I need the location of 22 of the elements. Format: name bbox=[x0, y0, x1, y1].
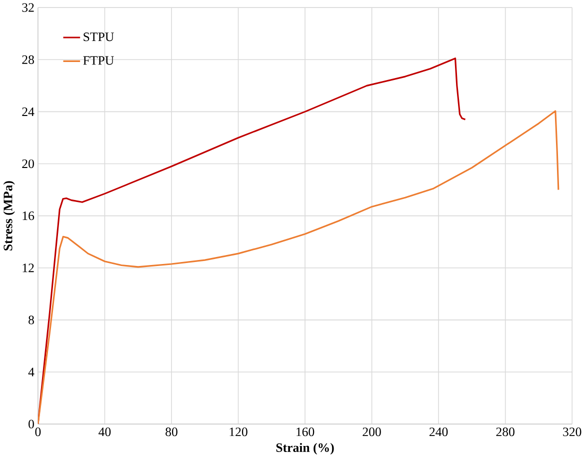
y-tick-label: 24 bbox=[22, 108, 34, 116]
x-tick-label: 200 bbox=[362, 428, 381, 436]
y-tick-label: 28 bbox=[22, 55, 34, 64]
x-tick-label: 320 bbox=[563, 428, 582, 436]
x-tick-label: 120 bbox=[230, 428, 248, 436]
y-axis-title: Stress (MPa) bbox=[3, 181, 15, 250]
y-tick-label: 16 bbox=[22, 212, 34, 220]
x-tick-label: 240 bbox=[430, 428, 448, 436]
y-tick-label: 20 bbox=[22, 160, 34, 168]
x-axis-title: Strain (%) bbox=[276, 443, 334, 455]
x-tick-label: 280 bbox=[496, 428, 514, 436]
y-tick-label: 0 bbox=[28, 420, 34, 428]
y-tick-label: 12 bbox=[22, 264, 34, 272]
y-tick-label: 4 bbox=[28, 368, 34, 376]
y-tick-label: 8 bbox=[28, 316, 34, 324]
x-tick-label: 40 bbox=[98, 428, 111, 436]
x-tick-label: 80 bbox=[166, 428, 178, 436]
legend-label: FTPU bbox=[83, 56, 114, 65]
x-tick-label: 160 bbox=[296, 428, 314, 436]
y-tick-label: 32 bbox=[22, 3, 34, 12]
x-tick-label: 0 bbox=[35, 428, 41, 436]
legend-label: STPU bbox=[84, 32, 114, 42]
